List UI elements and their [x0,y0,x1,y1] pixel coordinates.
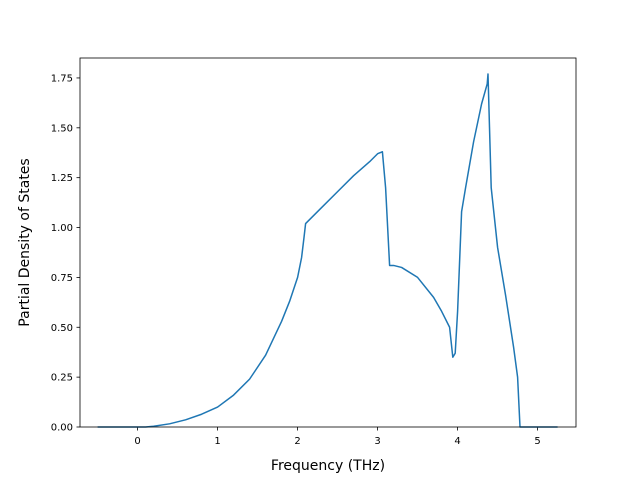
y-tick-label: 0.00 [51,423,73,434]
y-tick-label: 1.50 [51,123,73,134]
x-tick-label: 5 [534,436,540,447]
y-tick-label: 1.25 [51,173,73,184]
y-tick-label: 0.25 [51,373,73,384]
series-line [97,73,558,428]
x-axis-ticks: 0 1 2 3 4 5 [134,427,541,447]
x-tick-label: 1 [214,436,220,447]
plot-background [80,58,576,427]
y-tick-label: 0.75 [51,273,73,284]
y-tick-label: 0.50 [51,323,73,334]
y-tick-label: 1.00 [51,223,73,234]
y-tick-label: 1.75 [51,73,73,84]
x-tick-label: 2 [294,436,300,447]
x-tick-label: 3 [374,436,380,447]
x-axis-title: Frequency (THz) [271,458,385,474]
x-tick-label: 0 [134,436,140,447]
y-axis-title: Partial Density of States [17,158,33,326]
plot-frame [79,57,577,428]
x-tick-label: 4 [454,436,460,447]
y-axis-ticks: 0.00 0.25 0.50 0.75 1.00 1.25 1.50 1.75 [51,73,80,434]
